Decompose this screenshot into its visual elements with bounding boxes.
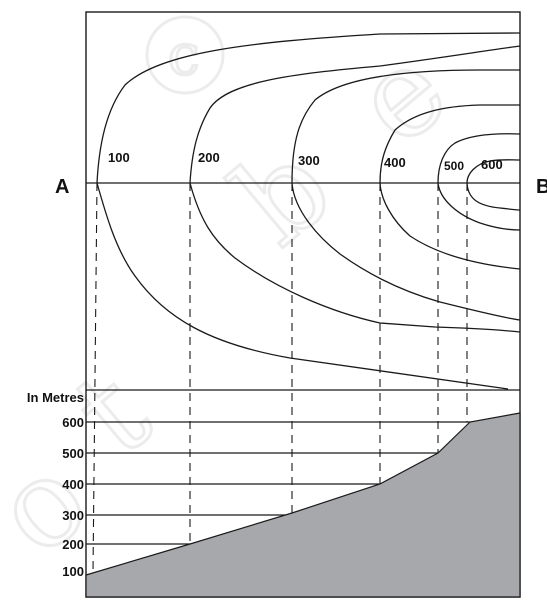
height-label-300: 300 <box>62 508 84 523</box>
svg-text:c: c <box>168 23 199 88</box>
contour-500 <box>437 182 521 231</box>
contour-300 <box>291 182 521 321</box>
svg-text:t: t <box>49 345 175 482</box>
contour-label-500: 500 <box>444 159 464 173</box>
svg-text:e: e <box>329 20 473 172</box>
contour-300 <box>291 69 520 184</box>
svg-text:b: b <box>209 116 357 272</box>
contour-labels: 100 200 300 400 500 600 <box>108 150 503 173</box>
height-label-100: 100 <box>62 564 84 579</box>
height-label-200: 200 <box>62 537 84 552</box>
contour-100 <box>96 182 509 390</box>
contour-label-100: 100 <box>108 150 130 165</box>
contour-200 <box>189 182 521 333</box>
point-b-label: B <box>536 176 547 198</box>
contour-label-300: 300 <box>298 153 320 168</box>
svg-text:o: o <box>0 429 114 582</box>
point-a-label: A <box>55 176 69 198</box>
contour-600 <box>466 159 521 184</box>
contour-200 <box>189 45 521 184</box>
contour-label-400: 400 <box>384 155 406 170</box>
contour-label-600: 600 <box>481 157 503 172</box>
contour-label-200: 200 <box>198 150 220 165</box>
height-axis-title: In Metres <box>27 390 84 405</box>
ground-profile <box>85 412 521 598</box>
contour-500 <box>437 133 521 184</box>
contour-600 <box>466 182 521 211</box>
height-label-400: 400 <box>62 477 84 492</box>
height-label-600: 600 <box>62 415 84 430</box>
contour-100 <box>96 32 521 184</box>
contour-400 <box>379 104 520 184</box>
height-axis: In Metres 600 500 400 300 200 100 <box>27 390 84 579</box>
contour-400 <box>379 182 521 270</box>
height-label-500: 500 <box>62 446 84 461</box>
contour-lines <box>96 32 521 390</box>
